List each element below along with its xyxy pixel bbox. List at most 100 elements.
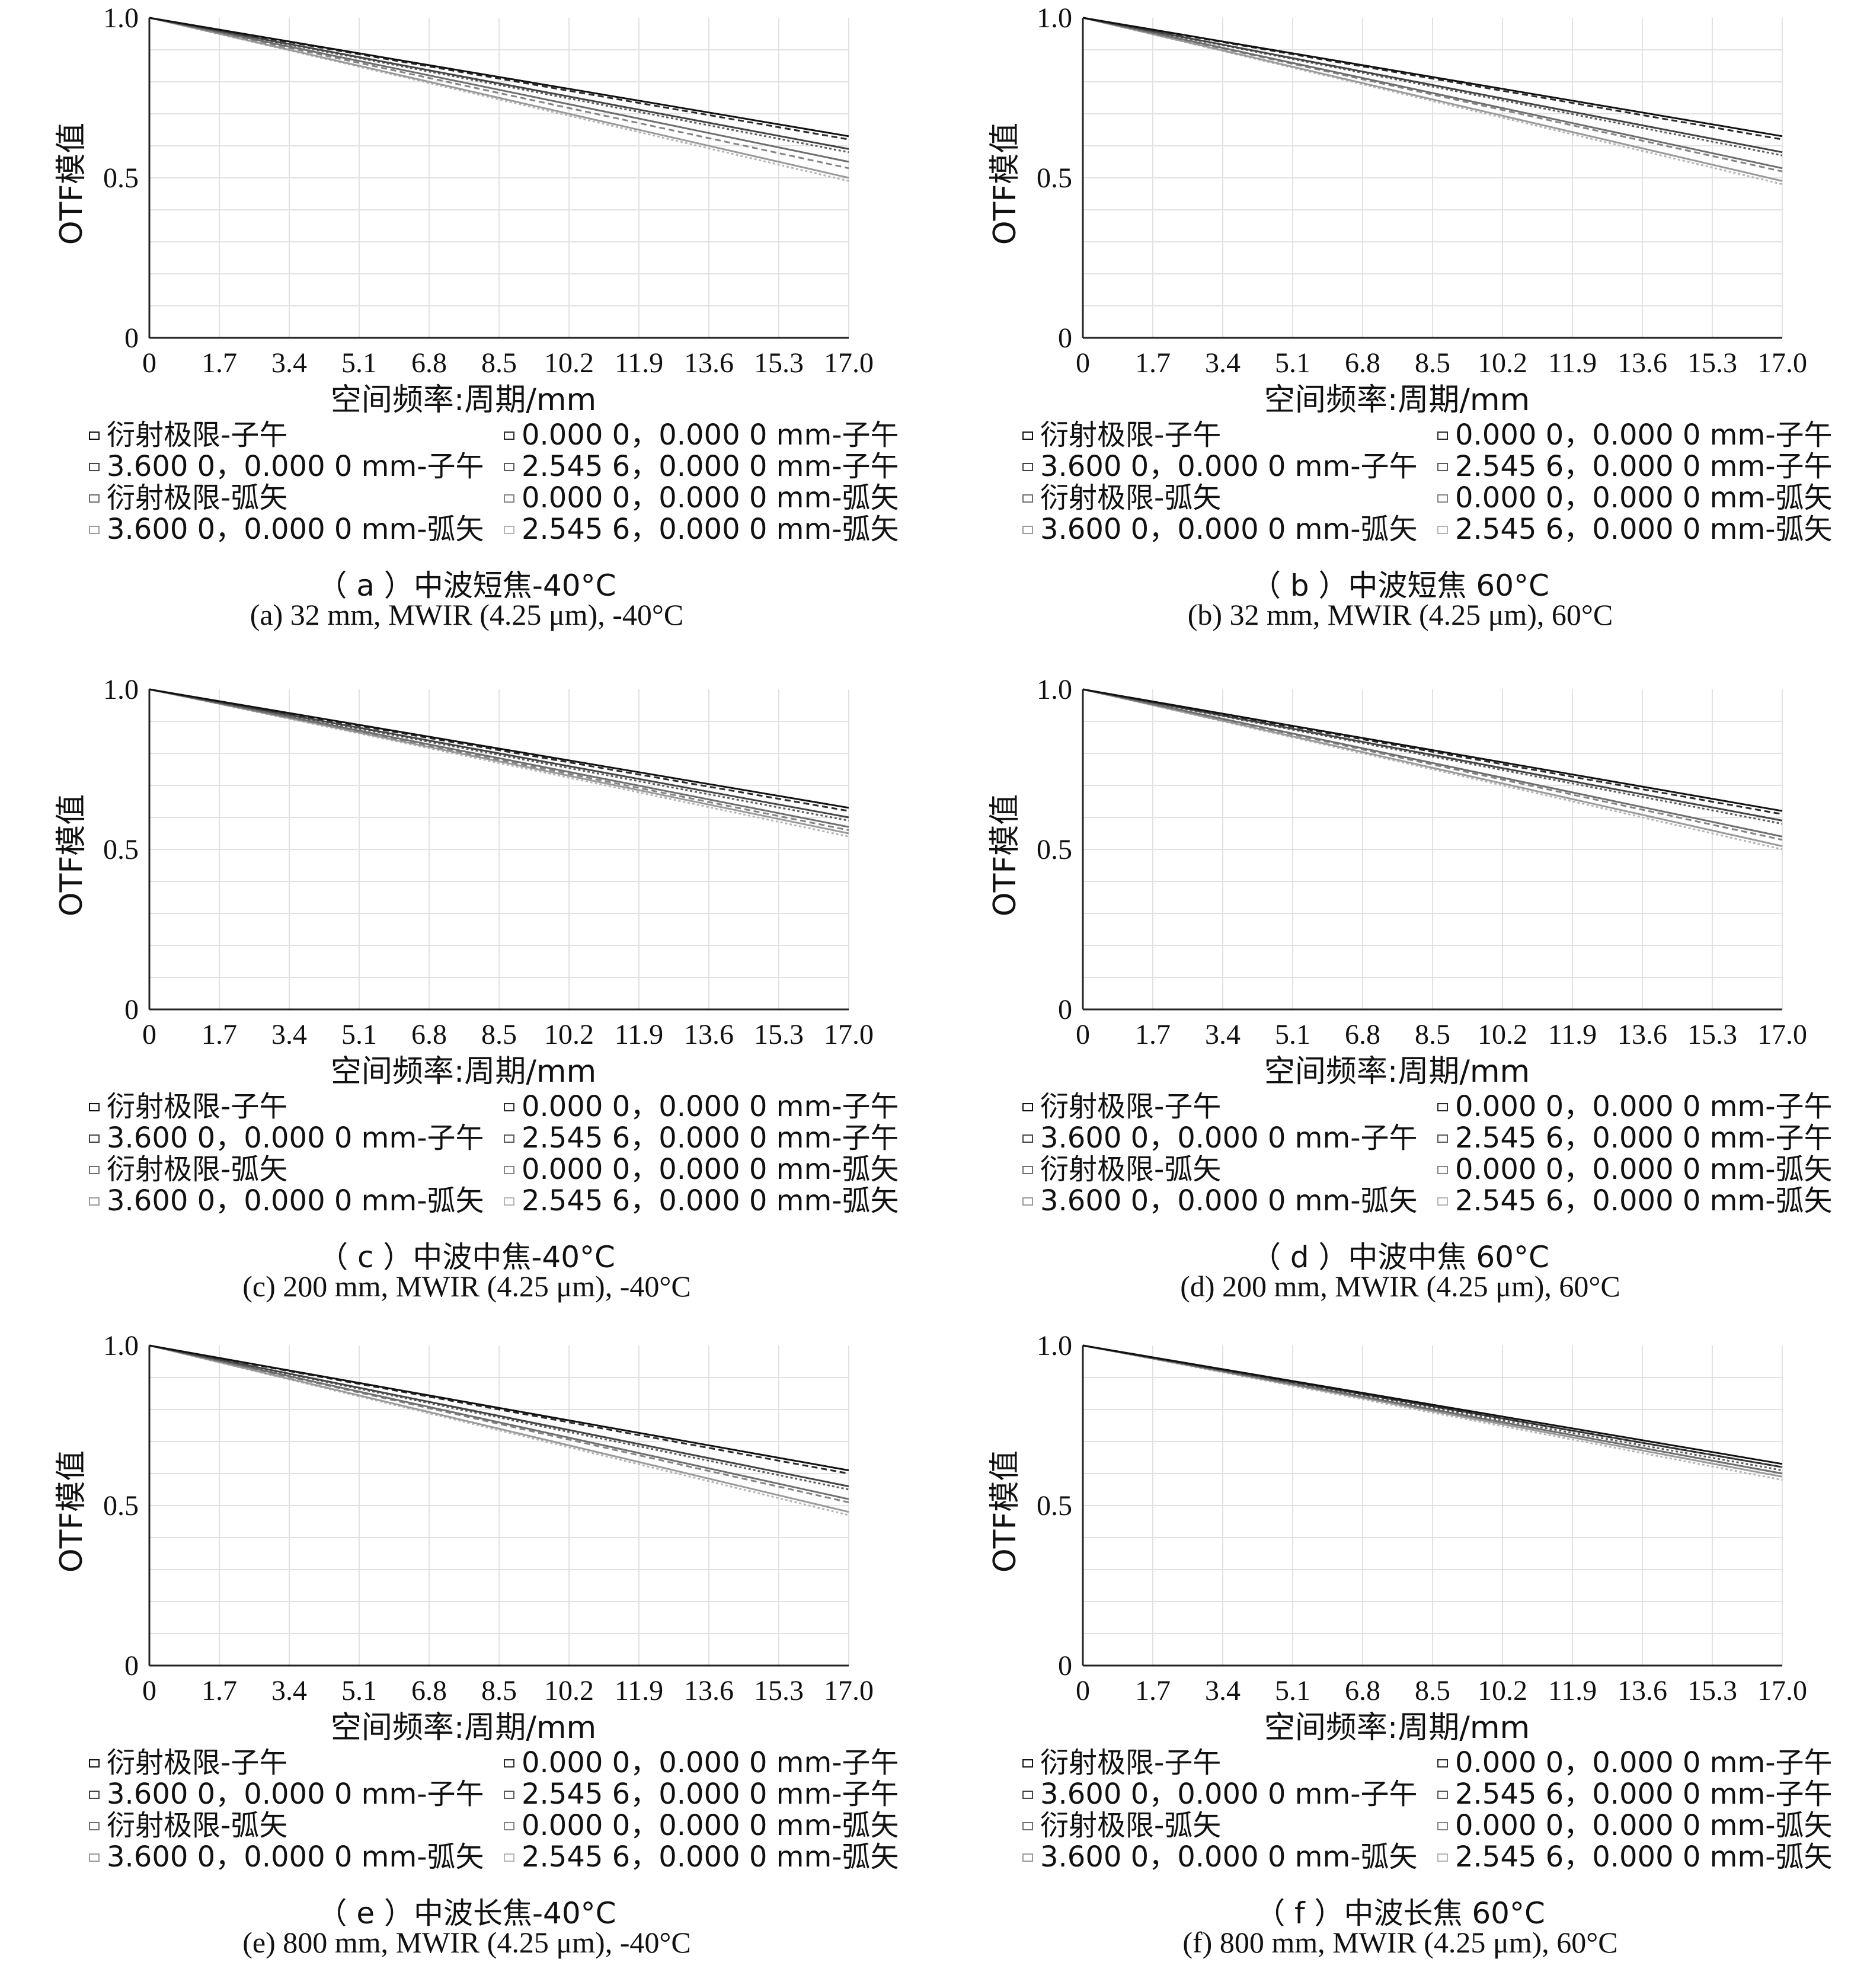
legend-label: 衍射极限-弧矢 xyxy=(1040,1809,1222,1842)
legend-label: 0.000 0，0.000 0 mm-弧矢 xyxy=(1455,1153,1833,1186)
x-tick-label: 11.9 xyxy=(615,1019,663,1050)
x-tick-label: 6.8 xyxy=(411,1675,447,1706)
y-tick-label: 0 xyxy=(124,994,139,1025)
legend-marker-icon xyxy=(1437,462,1448,471)
caption-chinese: （ f ）中波长焦 60°C xyxy=(1255,1896,1545,1931)
x-tick-label: 0 xyxy=(142,1019,156,1050)
legend-marker-icon xyxy=(1022,1197,1033,1206)
y-tick-label: 1.0 xyxy=(1037,1330,1072,1361)
x-tick-label: 8.5 xyxy=(481,1675,517,1706)
legend-item: 0.000 0，0.000 0 mm-弧矢 xyxy=(1437,1154,1833,1185)
chart-panel-b: 0 1.7 3.4 5.1 6.8 8.5 10.2 11.9 13.6 15.3 17.0 0 0.5… xyxy=(934,0,1867,660)
legend-marker-icon xyxy=(504,1165,514,1174)
legend-item: 2.545 6，0.000 0 mm-子午 xyxy=(504,451,899,482)
x-tick-label: 6.8 xyxy=(1345,1019,1380,1050)
legend-label: 2.545 6，0.000 0 mm-弧矢 xyxy=(522,513,899,546)
legend-marker-icon xyxy=(89,431,100,440)
legend-item: 3.600 0，0.000 0 mm-弧矢 xyxy=(89,1185,484,1217)
x-tick-label: 17.0 xyxy=(1757,1675,1807,1706)
legend-label: 2.545 6，0.000 0 mm-子午 xyxy=(1455,1778,1833,1811)
y-tick-label: 0.5 xyxy=(1037,834,1072,865)
series-line-1 xyxy=(149,688,849,809)
y-tick-label: 1.0 xyxy=(1037,2,1072,34)
legend-marker-icon xyxy=(1022,1790,1033,1799)
legend-marker-icon xyxy=(504,494,514,503)
caption-english: (b) 32 mm, MWIR (4.25 μm), 60°C xyxy=(1187,598,1613,631)
legend-marker-icon xyxy=(1437,1165,1448,1174)
chart-panel-f: 0 1.7 3.4 5.1 6.8 8.5 10.2 11.9 13.6 15.3 17.0 0 0.5… xyxy=(934,1328,1867,1988)
legend-item: 0.000 0，0.000 0 mm-子午 xyxy=(504,1091,899,1123)
legend-item: 0.000 0，0.000 0 mm-弧矢 xyxy=(1437,1810,1833,1842)
x-tick-label: 5.1 xyxy=(341,1675,377,1706)
legend-label: 0.000 0，0.000 0 mm-子午 xyxy=(1455,1090,1833,1123)
otf-chart: 0 1.7 3.4 5.1 6.8 8.5 10.2 11.9 13.6 15.3 17.0 0 0.5… xyxy=(987,2,1807,418)
y-tick-label: 0.5 xyxy=(1037,162,1072,194)
series-line-5 xyxy=(149,688,849,828)
legend-label: 3.600 0，0.000 0 mm-子午 xyxy=(107,450,484,483)
y-axis-label: OTF模值 xyxy=(54,123,89,245)
legend-marker-icon xyxy=(89,525,100,534)
legend-item: 3.600 0，0.000 0 mm-子午 xyxy=(89,1123,484,1154)
caption-chinese: （ b ）中波短焦 60°C xyxy=(1251,568,1549,603)
legend-marker-icon xyxy=(89,462,100,471)
legend-marker-icon xyxy=(504,1853,514,1862)
x-tick-label: 13.6 xyxy=(684,347,734,379)
legend-item: 衍射极限-弧矢 xyxy=(89,1810,287,1842)
legend-item: 2.545 6，0.000 0 mm-弧矢 xyxy=(1437,1185,1833,1217)
x-tick-label: 3.4 xyxy=(271,1019,307,1050)
x-axis-label: 空间频率:周期/mm xyxy=(331,1710,596,1746)
legend-label: 衍射极限-子午 xyxy=(107,1746,288,1779)
y-axis-label: OTF模值 xyxy=(987,123,1023,245)
legend-marker-icon xyxy=(1022,1134,1033,1143)
x-tick-label: 10.2 xyxy=(544,1675,594,1706)
caption-chinese: （ a ）中波短焦-40°C xyxy=(317,568,616,603)
y-tick-label: 1.0 xyxy=(103,1330,139,1361)
legend-label: 0.000 0，0.000 0 mm-弧矢 xyxy=(522,1153,899,1186)
y-tick-label: 0 xyxy=(124,1650,139,1682)
legend-item: 2.545 6，0.000 0 mm-子午 xyxy=(1437,1123,1833,1154)
x-tick-label: 3.4 xyxy=(1205,1675,1241,1706)
legend-item: 衍射极限-子午 xyxy=(89,1091,287,1123)
legend-label: 2.545 6，0.000 0 mm-弧矢 xyxy=(1455,1840,1833,1874)
series-line-3 xyxy=(1082,17,1783,154)
legend-item: 衍射极限-子午 xyxy=(89,1747,287,1779)
x-tick-label: 10.2 xyxy=(544,347,594,379)
legend-item: 3.600 0，0.000 0 mm-弧矢 xyxy=(1022,1842,1418,1873)
series-line-7 xyxy=(149,1344,849,1513)
legend-label: 3.600 0，0.000 0 mm-弧矢 xyxy=(107,513,484,546)
legend-label: 2.545 6，0.000 0 mm-子午 xyxy=(1455,450,1833,483)
legend-marker-icon xyxy=(1437,525,1448,534)
legend-marker-icon xyxy=(89,1165,100,1174)
x-tick-label: 11.9 xyxy=(615,1675,663,1706)
x-tick-label: 10.2 xyxy=(1478,347,1527,379)
x-tick-label: 11.9 xyxy=(615,347,663,379)
x-tick-label: 13.6 xyxy=(684,1675,734,1706)
chart-panel-a: 0 1.7 3.4 5.1 6.8 8.5 10.2 11.9 13.6 15.3 17.0 0 0.5… xyxy=(0,0,934,660)
otf-chart: 0 1.7 3.4 5.1 6.8 8.5 10.2 11.9 13.6 15.3 17.0 0 0.5… xyxy=(987,1330,1807,1746)
y-tick-label: 0.5 xyxy=(103,162,139,194)
series-line-7 xyxy=(149,17,849,179)
x-axis-label: 空间频率:周期/mm xyxy=(331,382,596,418)
legend-marker-icon xyxy=(504,1821,514,1830)
series-line-3 xyxy=(149,1344,849,1488)
x-tick-label: 0 xyxy=(142,1675,156,1706)
legend-label: 3.600 0，0.000 0 mm-弧矢 xyxy=(107,1840,484,1874)
legend-marker-icon xyxy=(504,525,514,534)
x-tick-label: 13.6 xyxy=(1617,347,1667,379)
legend-marker-icon xyxy=(89,1790,100,1799)
x-tick-label: 3.4 xyxy=(1205,1019,1241,1050)
legend-label: 0.000 0，0.000 0 mm-子午 xyxy=(522,418,899,452)
y-axis-label: OTF模值 xyxy=(54,794,89,917)
x-tick-label: 0 xyxy=(1076,347,1090,379)
legend-item: 衍射极限-弧矢 xyxy=(89,482,287,514)
otf-chart: 0 1.7 3.4 5.1 6.8 8.5 10.2 11.9 13.6 15.3 17.0 0 0.5… xyxy=(987,674,1807,1089)
x-tick-label: 1.7 xyxy=(202,1675,237,1706)
legend-marker-icon xyxy=(1437,1853,1448,1862)
legend-marker-icon xyxy=(1022,1821,1033,1830)
caption-english: (f) 800 mm, MWIR (4.25 μm), 60°C xyxy=(1182,1926,1618,1959)
legend-item: 衍射极限-子午 xyxy=(1022,420,1221,451)
legend-label: 3.600 0，0.000 0 mm-弧矢 xyxy=(107,1184,484,1217)
x-axis-label: 空间频率:周期/mm xyxy=(1264,382,1530,418)
x-tick-label: 8.5 xyxy=(1415,1675,1450,1706)
series-line-3 xyxy=(149,688,849,819)
